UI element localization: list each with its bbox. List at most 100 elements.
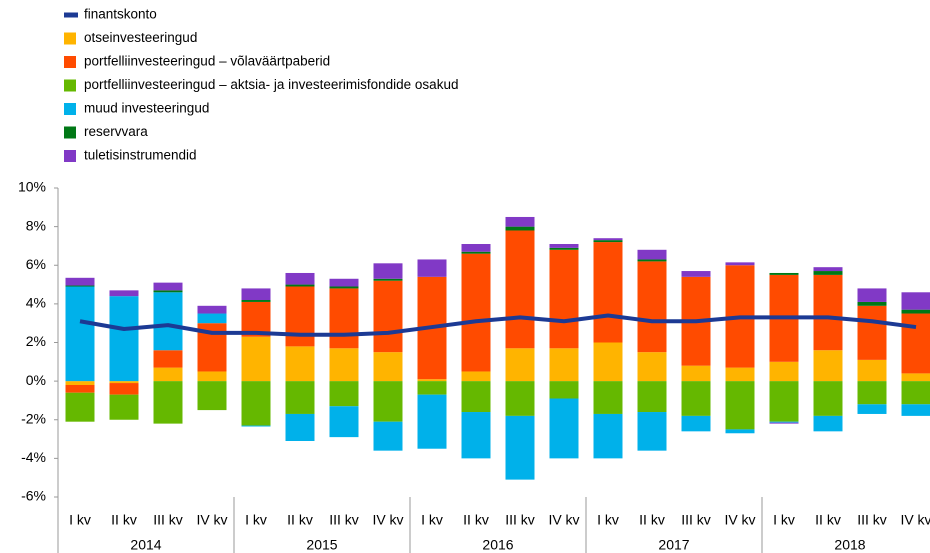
x-tick-label: III kv xyxy=(505,512,535,528)
legend-label: otseinvesteeringud xyxy=(84,30,197,45)
bar-segment xyxy=(109,296,139,382)
bar-segment xyxy=(417,394,447,449)
bar-segment xyxy=(109,290,139,297)
bar-segment xyxy=(461,244,491,252)
bar-segment xyxy=(813,271,843,275)
bar-segment xyxy=(901,381,930,405)
bar-segment xyxy=(505,216,535,227)
y-tick-label: 0% xyxy=(26,372,46,388)
bar-segment xyxy=(109,381,139,384)
x-tick-label: III kv xyxy=(681,512,711,528)
bar-segment xyxy=(461,251,491,254)
x-tick-label: IV kv xyxy=(548,512,579,528)
bar-segment xyxy=(593,242,623,343)
legend-label: portfelliinvesteeringud – võlaväärtpaber… xyxy=(84,54,330,69)
x-tick-label: II kv xyxy=(815,512,841,528)
bar-segment xyxy=(857,288,887,302)
bar-segment xyxy=(65,286,95,382)
bar-segment xyxy=(65,381,95,385)
bar-segment xyxy=(593,342,623,382)
x-tick-label: II kv xyxy=(287,512,313,528)
bar-segment xyxy=(461,253,491,372)
bar-segment xyxy=(725,262,755,266)
bar-segment xyxy=(285,286,315,347)
bar-segment xyxy=(549,247,579,250)
bar-segment xyxy=(373,263,403,279)
bar-segment xyxy=(373,381,403,422)
bar-segment xyxy=(769,422,799,424)
bar-segment xyxy=(637,261,667,353)
bar-segment xyxy=(681,415,711,432)
bar-segment xyxy=(813,415,843,432)
bar-segment xyxy=(593,413,623,459)
bar-segment xyxy=(857,305,887,360)
legend-swatch xyxy=(64,56,76,68)
year-label: 2015 xyxy=(306,537,337,553)
bar-segment xyxy=(65,384,95,393)
bar-segment xyxy=(329,286,359,289)
bar-segment xyxy=(65,285,95,287)
bar-segment xyxy=(153,367,183,382)
bar-segment xyxy=(549,348,579,382)
bar-segment xyxy=(285,413,315,441)
x-tick-label: III kv xyxy=(329,512,359,528)
bar-segment xyxy=(197,305,227,314)
bar-segment xyxy=(549,381,579,399)
bar-segment xyxy=(285,284,315,287)
bar-segment xyxy=(681,381,711,416)
y-tick-label: -4% xyxy=(21,449,46,465)
y-tick-label: 8% xyxy=(26,217,46,233)
bar-segment xyxy=(813,267,843,272)
bar-segment xyxy=(197,381,227,411)
bar-segment xyxy=(417,379,447,382)
bar-segment xyxy=(373,280,403,353)
bar-segment xyxy=(769,361,799,382)
y-tick-label: -6% xyxy=(21,488,46,504)
bar-segment xyxy=(153,282,183,291)
bar-segment xyxy=(153,292,183,351)
bar-segment xyxy=(153,350,183,368)
bar-segment xyxy=(505,226,535,231)
bar-segment xyxy=(857,404,887,414)
bar-segment xyxy=(373,278,403,281)
legend-label: reservvara xyxy=(84,124,148,139)
bar-segment xyxy=(593,381,623,414)
bar-segment xyxy=(329,406,359,438)
bar-segment xyxy=(637,259,667,262)
bar-segment xyxy=(725,381,755,430)
year-label: 2016 xyxy=(482,537,513,553)
bar-segment xyxy=(593,240,623,243)
bar-segment xyxy=(65,392,95,422)
x-tick-label: I kv xyxy=(69,512,91,528)
bar-segment xyxy=(813,381,843,416)
y-tick-label: 10% xyxy=(18,179,46,195)
legend-swatch xyxy=(64,79,76,92)
bar-segment xyxy=(681,271,711,277)
bar-segment xyxy=(285,346,315,382)
x-tick-label: II kv xyxy=(463,512,489,528)
x-tick-label: II kv xyxy=(639,512,665,528)
bar-segment xyxy=(901,292,930,310)
bar-segment xyxy=(241,381,271,426)
x-tick-label: IV kv xyxy=(196,512,227,528)
legend-swatch xyxy=(64,12,78,18)
bar-segment xyxy=(417,259,447,277)
legend-swatch xyxy=(64,103,76,115)
bar-segment xyxy=(461,412,491,459)
line-series xyxy=(79,313,917,337)
bar-segment xyxy=(109,394,139,420)
bar-segment xyxy=(813,274,843,351)
bar-segment xyxy=(505,381,535,416)
bar-segment xyxy=(857,359,887,382)
bar-segment xyxy=(769,381,799,422)
x-tick-label: I kv xyxy=(421,512,443,528)
bar-segment xyxy=(241,425,271,427)
x-tick-label: I kv xyxy=(245,512,267,528)
bar-segment xyxy=(769,421,799,423)
bar-segment xyxy=(813,350,843,382)
legend-label: muud investeeringud xyxy=(84,101,209,116)
bar-segment xyxy=(153,290,183,293)
bar-segment xyxy=(241,288,271,301)
legend-swatch xyxy=(64,150,76,162)
y-tick-label: 2% xyxy=(26,333,46,349)
